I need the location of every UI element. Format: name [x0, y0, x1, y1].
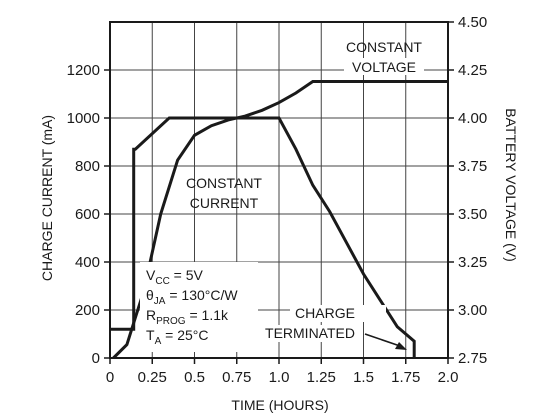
tick-labels: 0 0.25 0.5 0.75 1.0 1.25 1.5 1.75 2.0 0 200 400 600 8…: [67, 14, 488, 386]
y-right-tick-label: 4.00: [458, 110, 487, 127]
annotation-text: CONSTANT: [186, 175, 262, 191]
y-left-tick-label: 0: [92, 350, 100, 367]
x-tick-label: 1.25: [307, 369, 336, 386]
label-mask: [257, 325, 363, 342]
condition-subscript: A: [155, 336, 162, 347]
condition-value: = 5V: [170, 267, 204, 283]
constant-voltage-annotation: CONSTANT VOLTAGE: [344, 39, 424, 75]
annotation-arrowhead: [395, 342, 407, 350]
condition-subscript: JA: [154, 296, 166, 307]
y-right-tick-label: 3.50: [458, 206, 487, 223]
condition-value: = 1.1k: [186, 307, 229, 323]
condition-symbol: θ: [146, 287, 154, 303]
y-right-tick-label: 4.50: [458, 14, 487, 31]
y-right-tick-label: 3.00: [458, 302, 487, 319]
x-tick-label: 0.5: [184, 369, 205, 386]
annotation-text: CURRENT: [190, 195, 259, 211]
annotation-arrow-line: [364, 333, 401, 347]
annotation-text: CHARGE: [295, 305, 355, 321]
annotation-text: CONSTANT: [346, 39, 422, 55]
condition-subscript: CC: [155, 276, 169, 287]
x-tick-label: 1.5: [353, 369, 374, 386]
x-tick-label: 0.75: [222, 369, 251, 386]
label-mask: [344, 58, 424, 75]
x-tick-label: 1.75: [391, 369, 420, 386]
y-left-tick-label: 800: [75, 158, 100, 175]
condition-line: TA = 25°C: [146, 327, 208, 347]
y-right-tick-label: 4.25: [458, 62, 487, 79]
x-tick-label: 1.0: [269, 369, 290, 386]
condition-line: VCC = 5V: [146, 267, 204, 287]
annotation-text: TERMINATED: [265, 325, 355, 341]
y-left-tick-label: 200: [75, 302, 100, 319]
annotation-text: VOLTAGE: [352, 59, 416, 75]
condition-symbol: V: [146, 267, 156, 283]
condition-value: = 130°C/W: [165, 287, 238, 303]
y-right-tick-label: 2.75: [458, 350, 487, 367]
condition-line: RPROG = 1.1k: [146, 307, 229, 327]
x-tick-label: 0: [106, 369, 114, 386]
x-tick-label: 2.0: [438, 369, 459, 386]
x-tick-label: 0.25: [138, 369, 167, 386]
y-right-tick-label: 3.75: [458, 158, 487, 175]
y-left-tick-label: 1000: [67, 110, 100, 127]
condition-subscript: PROG: [156, 316, 186, 327]
y-left-axis-title: CHARGE CURRENT (mA): [39, 115, 55, 281]
condition-line: θJA = 130°C/W: [146, 287, 238, 307]
label-mask: [290, 305, 386, 322]
y-left-tick-label: 400: [75, 254, 100, 271]
condition-value: = 25°C: [161, 327, 208, 343]
y-right-tick-label: 3.25: [458, 254, 487, 271]
y-left-tick-label: 600: [75, 206, 100, 223]
condition-symbol: R: [146, 307, 156, 323]
y-left-tick-label: 1200: [67, 62, 100, 79]
y-right-axis-title: BATTERY VOLTAGE (V): [503, 108, 519, 262]
condition-symbol: T: [146, 327, 155, 343]
constant-current-annotation: CONSTANT CURRENT: [186, 175, 262, 211]
x-axis-title: TIME (HOURS): [231, 397, 328, 413]
conditions-mask: [140, 262, 258, 352]
charge-current-line: [110, 116, 416, 358]
charge-terminated-annotation: CHARGE TERMINATED: [257, 305, 407, 350]
